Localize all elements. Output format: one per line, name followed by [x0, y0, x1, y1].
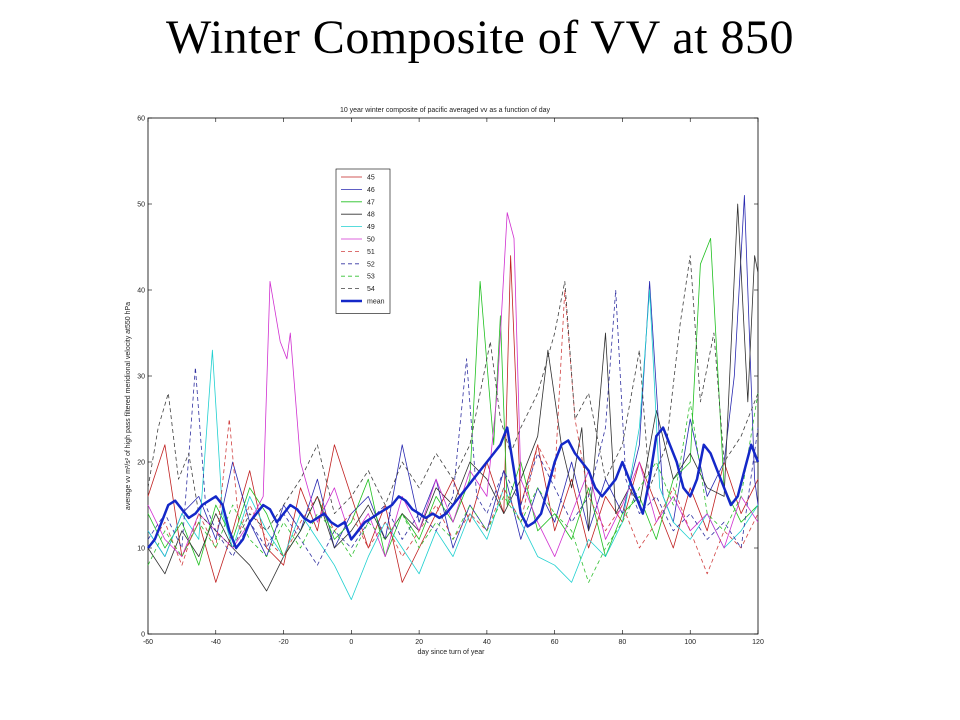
legend-label-52: 52	[367, 261, 375, 268]
y-tick-label: 60	[137, 116, 145, 123]
y-axis-label: average vv m²/s² of high pass filtered m…	[125, 302, 132, 510]
legend-label-54: 54	[367, 286, 375, 293]
legend-label-47: 47	[367, 199, 375, 206]
legend-label-46: 46	[367, 187, 375, 194]
legend-label-45: 45	[367, 175, 375, 182]
y-tick-label: 20	[137, 460, 145, 467]
y-tick-label: 10	[137, 546, 145, 553]
legend-label-48: 48	[367, 212, 375, 219]
series-line-48	[147, 203, 759, 592]
x-tick-label: 20	[415, 639, 423, 646]
x-tick-label: 100	[684, 639, 696, 646]
series-group	[147, 195, 760, 600]
legend-label-49: 49	[367, 224, 375, 231]
y-tick-label: 30	[137, 374, 145, 381]
x-tick-label: 0	[349, 639, 353, 646]
x-tick-label: 120	[752, 639, 764, 646]
x-tick-label: -60	[143, 639, 153, 646]
axes: -60 -40 -20 0 20 40 60 80 100 120 0 10 20 30 40 50 60	[137, 116, 764, 647]
y-tick-label: 40	[137, 288, 145, 295]
chart-title: 10 year winter composite of pacific aver…	[340, 107, 551, 114]
y-tick-label: 0	[141, 632, 145, 639]
x-tick-label: -20	[278, 639, 288, 646]
legend: 45 46 47 48 49 50 51 52 53 54 mean	[335, 168, 391, 314]
series-line-53	[147, 393, 759, 583]
series-line-50	[147, 212, 759, 557]
legend-label-50: 50	[367, 237, 375, 244]
series-line-mean	[147, 426, 760, 550]
x-tick-label: 40	[483, 639, 491, 646]
line-chart: 10 year winter composite of pacific aver…	[125, 107, 764, 656]
series-line-49	[147, 289, 759, 600]
x-tick-label: 80	[619, 639, 627, 646]
x-tick-label: -40	[211, 639, 221, 646]
y-tick-label: 50	[137, 202, 145, 209]
legend-label-53: 53	[367, 274, 375, 281]
x-axis-label: day since turn of year	[418, 649, 486, 656]
legend-box	[335, 168, 391, 314]
x-tick-label: 60	[551, 639, 559, 646]
legend-label-mean: mean	[367, 299, 385, 306]
slide-title: Winter Composite of VV at 850	[165, 11, 795, 64]
legend-label-51: 51	[367, 249, 375, 256]
series-line-52	[147, 289, 759, 566]
